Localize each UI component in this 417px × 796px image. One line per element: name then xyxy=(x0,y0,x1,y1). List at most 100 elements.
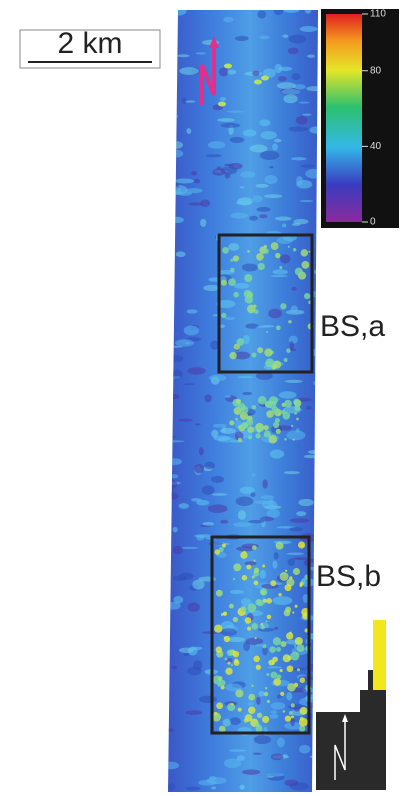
texture-blob xyxy=(298,102,310,104)
texture-blob xyxy=(221,280,227,286)
texture-blob xyxy=(237,755,245,761)
texture-blob xyxy=(196,52,206,54)
texture-blob xyxy=(215,549,220,554)
texture-blob xyxy=(229,352,236,359)
texture-blob xyxy=(274,552,279,559)
texture-blob xyxy=(284,400,292,408)
texture-blob xyxy=(177,54,189,57)
texture-blob xyxy=(299,726,305,732)
texture-blob xyxy=(284,779,298,786)
texture-blob xyxy=(279,391,297,398)
texture-blob xyxy=(275,64,282,73)
texture-blob xyxy=(257,10,266,18)
texture-blob xyxy=(186,128,191,134)
texture-blob xyxy=(270,672,277,679)
texture-blob xyxy=(285,584,292,591)
texture-blob xyxy=(269,646,276,653)
texture-blob xyxy=(256,665,261,670)
texture-blob xyxy=(259,214,267,218)
texture-blob xyxy=(252,353,257,358)
texture-blob xyxy=(222,427,226,433)
texture-blob xyxy=(219,67,228,76)
texture-blob xyxy=(253,656,259,662)
texture-blob xyxy=(199,696,217,703)
texture-blob xyxy=(272,406,279,413)
texture-blob xyxy=(242,769,260,774)
texture-blob xyxy=(251,492,256,497)
texture-blob xyxy=(221,613,224,616)
texture-blob xyxy=(204,462,215,469)
texture-blob xyxy=(179,67,199,75)
texture-blob xyxy=(270,580,276,586)
texture-blob xyxy=(194,179,200,184)
texture-blob xyxy=(222,544,226,548)
texture-blob xyxy=(206,154,222,157)
texture-blob xyxy=(291,718,295,726)
texture-blob xyxy=(192,580,204,590)
texture-blob xyxy=(282,403,286,407)
texture-blob xyxy=(256,697,260,705)
texture-blob xyxy=(248,435,252,439)
texture-blob xyxy=(260,151,280,160)
texture-blob xyxy=(262,479,267,488)
texture-blob xyxy=(237,338,245,346)
texture-blob xyxy=(294,412,297,415)
texture-blob xyxy=(275,253,280,258)
texture-blob xyxy=(266,620,268,622)
texture-blob xyxy=(278,76,287,81)
texture-blob xyxy=(297,668,300,671)
texture-blob xyxy=(252,576,255,579)
texture-blob xyxy=(171,665,177,669)
texture-blob xyxy=(264,194,282,198)
texture-blob xyxy=(260,588,267,595)
texture-blob xyxy=(262,644,266,648)
texture-blob xyxy=(264,348,272,356)
texture-blob xyxy=(293,248,297,252)
texture-blob xyxy=(254,568,259,573)
texture-blob xyxy=(178,503,188,509)
texture-blob xyxy=(297,644,305,652)
texture-blob xyxy=(241,406,249,414)
texture-blob xyxy=(231,212,248,218)
texture-blob xyxy=(182,97,187,104)
texture-blob xyxy=(257,429,260,432)
texture-blob xyxy=(246,565,251,570)
texture-blob xyxy=(225,317,236,320)
texture-blob xyxy=(314,639,321,649)
texture-blob xyxy=(280,669,283,672)
texture-blob xyxy=(293,557,309,560)
texture-blob xyxy=(305,169,322,179)
texture-blob xyxy=(270,275,288,277)
texture-blob xyxy=(176,251,186,257)
texture-blob xyxy=(299,745,310,754)
texture-blob xyxy=(293,399,300,406)
texture-blob xyxy=(233,255,239,261)
texture-blob xyxy=(312,348,324,358)
texture-blob xyxy=(298,541,305,548)
texture-blob xyxy=(243,129,257,136)
texture-blob xyxy=(314,269,321,275)
texture-blob xyxy=(269,166,273,168)
texture-blob xyxy=(273,560,278,568)
texture-blob xyxy=(277,82,296,89)
texture-blob xyxy=(280,303,286,309)
texture-blob xyxy=(209,374,226,381)
texture-blob xyxy=(264,248,269,253)
texture-blob xyxy=(240,186,245,188)
texture-blob xyxy=(280,254,290,263)
texture-blob xyxy=(208,542,224,545)
texture-blob xyxy=(169,346,182,348)
texture-blob xyxy=(173,596,183,604)
texture-blob xyxy=(259,693,265,695)
texture-blob xyxy=(261,131,277,139)
texture-blob xyxy=(265,687,268,690)
texture-blob xyxy=(220,520,228,524)
texture-blob xyxy=(296,511,306,516)
texture-blob xyxy=(284,471,300,474)
texture-blob xyxy=(272,143,278,150)
texture-blob xyxy=(254,580,259,585)
texture-blob xyxy=(241,606,247,612)
texture-blob xyxy=(228,278,236,286)
texture-blob xyxy=(266,331,268,333)
texture-blob xyxy=(220,680,226,686)
